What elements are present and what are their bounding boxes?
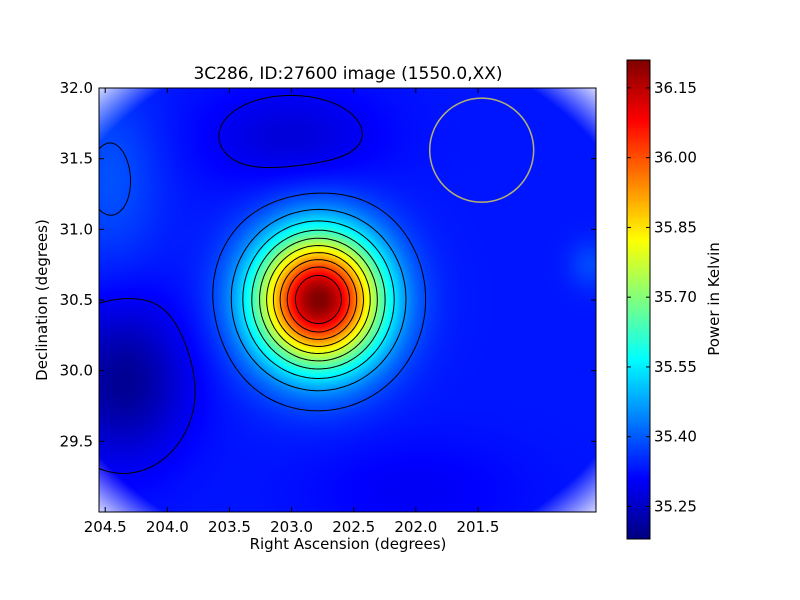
colorbar-frame: [626, 59, 651, 540]
contour-line-8: [279, 259, 358, 340]
contour-line-9: [286, 266, 351, 333]
contour-line-5: [259, 237, 378, 362]
colorbar-tick-label: 36.00: [654, 149, 697, 167]
x-tick-label: 204.0: [146, 518, 189, 536]
y-axis-label: Declination (degrees): [33, 219, 51, 381]
plot-area: 204.5 204.0 203.5 203.0 202.5 202.0 201.5 29.5…: [60, 79, 597, 536]
y-tick-label: 32.0: [60, 79, 93, 97]
x-tick-label: 203.5: [208, 518, 251, 536]
y-tick-label: 31.5: [60, 150, 93, 168]
x-tick-label: 204.5: [84, 518, 127, 536]
y-tick-label: 29.5: [60, 432, 93, 450]
x-tick-label: 202.5: [332, 518, 375, 536]
corner-fade: [99, 88, 596, 512]
y-axis-ticks: 29.5 30.0 30.5 31.0 31.5 32.0: [60, 79, 596, 450]
colorbar-tick-label: 35.25: [654, 497, 697, 515]
beam-circle: [428, 97, 535, 203]
contour-line-1: [99, 142, 427, 412]
contour-line-2: [230, 208, 407, 392]
contour-line-0: [99, 94, 363, 474]
contour-line-6: [266, 245, 371, 354]
x-tick-label: 202.0: [394, 518, 437, 536]
colorbar-tick-label: 35.85: [654, 218, 697, 236]
contour-lines: [99, 94, 427, 474]
contour-line-7: [272, 252, 364, 347]
colorbar-ticks: 35.25 35.40 35.55 35.70 35.85 36.00 36.15: [627, 79, 697, 515]
colorbar: 35.25 35.40 35.55 35.70 35.85 36.00 36.15 Powe…: [626, 59, 723, 540]
contour-line-4: [251, 229, 386, 370]
x-tick-label: 203.0: [270, 518, 313, 536]
contour-line-10: [294, 274, 342, 325]
colorbar-gradient: [627, 60, 650, 539]
contour-line-3: [242, 220, 395, 379]
x-axis-label: Right Ascension (degrees): [250, 535, 447, 553]
y-tick-label: 30.0: [60, 362, 93, 380]
colorbar-tick-label: 35.55: [654, 358, 697, 376]
colorbar-label: Power in Kelvin: [705, 242, 723, 356]
chart-title: 3C286, ID:27600 image (1550.0,XX): [193, 64, 502, 84]
x-axis-ticks: 204.5 204.0 203.5 203.0 202.5 202.0 201.5: [84, 88, 499, 536]
x-tick-label: 201.5: [456, 518, 499, 536]
y-tick-label: 31.0: [60, 220, 93, 238]
colorbar-tick-label: 36.15: [654, 79, 697, 97]
y-tick-label: 30.5: [60, 291, 93, 309]
colorbar-tick-label: 35.70: [654, 288, 697, 306]
colorbar-tick-label: 35.40: [654, 428, 697, 446]
